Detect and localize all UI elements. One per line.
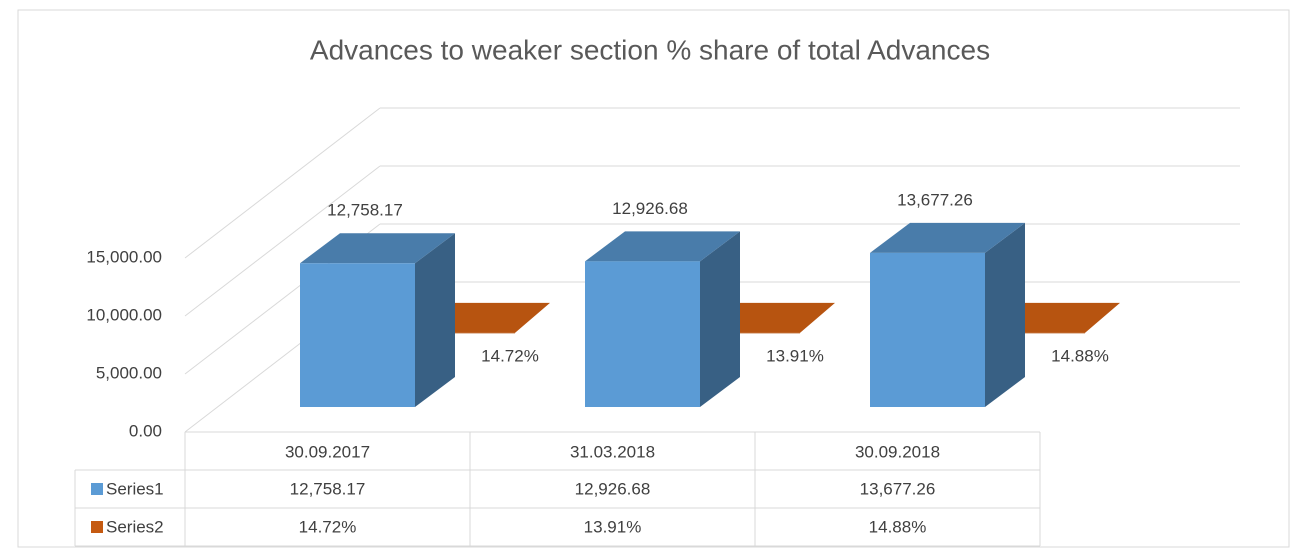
bar-side	[985, 222, 1025, 407]
chart-title: Advances to weaker section % share of to…	[310, 34, 990, 65]
data-label: 14.72%	[481, 346, 539, 365]
table-cell: 13,677.26	[860, 479, 936, 498]
legend-label: Series2	[106, 517, 164, 536]
data-label: 14.88%	[1051, 346, 1109, 365]
data-label: 13.91%	[766, 346, 824, 365]
y-tick-label: 10,000.00	[86, 305, 162, 324]
legend-label: Series1	[106, 479, 164, 498]
table-cell: 14.72%	[299, 517, 357, 536]
bar-top	[300, 233, 455, 264]
y-tick-label: 15,000.00	[86, 247, 162, 266]
table-cell: 14.88%	[869, 517, 927, 536]
y-tick-label: 5,000.00	[96, 363, 162, 382]
x-tick-label: 30.09.2018	[855, 442, 940, 461]
bar-front	[585, 261, 700, 407]
bar-side	[415, 233, 455, 407]
data-label: 12,926.68	[612, 199, 688, 218]
y-tick-label: 0.00	[129, 421, 162, 440]
bar-top	[585, 231, 740, 262]
bar-side	[700, 231, 740, 407]
table-cell: 13.91%	[584, 517, 642, 536]
x-tick-label: 30.09.2017	[285, 442, 370, 461]
table-cell: 12,926.68	[575, 479, 651, 498]
table-cell: 12,758.17	[290, 479, 366, 498]
bar-front	[985, 332, 1085, 334]
data-label: 13,677.26	[897, 190, 973, 209]
grid-line	[184, 165, 381, 317]
data-label: 12,758.17	[327, 201, 403, 220]
bar-top	[870, 222, 1025, 253]
bar-front	[300, 263, 415, 407]
bar-front	[415, 332, 515, 334]
legend-swatch	[91, 483, 103, 495]
legend-swatch	[91, 521, 103, 533]
x-tick-label: 31.03.2018	[570, 442, 655, 461]
bar-front	[700, 332, 800, 334]
grid-line	[184, 107, 381, 259]
bar-front	[870, 252, 985, 407]
